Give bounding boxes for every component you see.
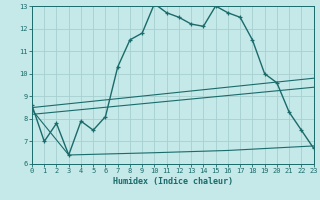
X-axis label: Humidex (Indice chaleur): Humidex (Indice chaleur) — [113, 177, 233, 186]
